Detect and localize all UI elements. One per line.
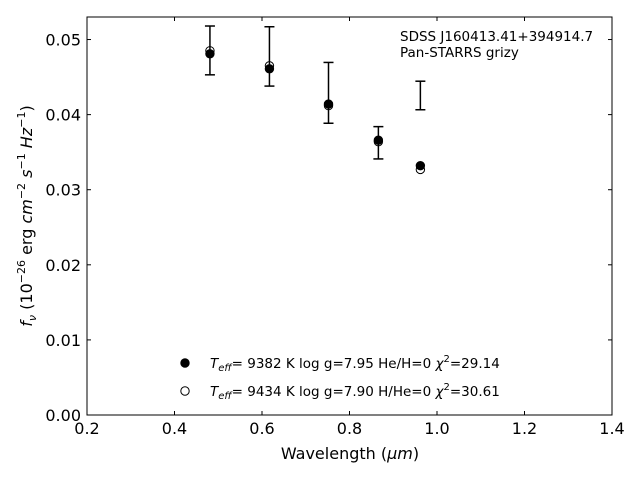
y-tick-label: 0.03 <box>45 181 81 200</box>
x-axis-label: Wavelength (μm) <box>281 444 419 463</box>
y-axis-label: fν (10−26 erg cm−2 s−1 Hz−1) <box>15 105 39 326</box>
x-tick-label: 0.4 <box>162 419 187 438</box>
x-tick-label: 1.4 <box>599 419 624 438</box>
x-axis-label-close: ) <box>413 444 419 463</box>
model-points <box>205 46 426 175</box>
x-tick-label: 0.2 <box>74 419 99 438</box>
observed-errorbars <box>204 25 426 160</box>
point-open <box>415 164 426 175</box>
y-tick-label: 0.02 <box>45 256 81 275</box>
x-axis-label-main: Wavelength ( <box>281 444 387 463</box>
point-filled <box>205 49 215 59</box>
legend-entry-open: Teff= 9434 K log g=7.90 H/He=0 χ2=30.61 <box>210 382 500 402</box>
y-axis: 0.00 0.01 0.02 0.03 0.04 0.05 <box>45 31 612 425</box>
x-axis: 0.2 0.4 0.6 0.8 1.0 1.2 1.4 <box>74 17 625 438</box>
point-open <box>373 136 384 147</box>
point-open <box>205 46 215 56</box>
x-tick-label: 0.6 <box>249 419 274 438</box>
y-tick-label: 0.01 <box>45 331 81 350</box>
point-open <box>323 100 334 111</box>
legend-entry-filled: Teff= 9382 K log g=7.95 He/H=0 χ2=29.14 <box>210 354 500 374</box>
legend-marker-open <box>180 386 190 396</box>
legend: Teff= 9382 K log g=7.95 He/H=0 χ2=29.14 … <box>180 354 500 402</box>
y-tick-label: 0.04 <box>45 106 81 125</box>
point-filled <box>264 64 275 74</box>
y-tick-label: 0.00 <box>45 406 81 425</box>
point-open <box>264 61 275 71</box>
y-tick-label: 0.05 <box>45 31 81 50</box>
annotation-survey-name: Pan-STARRS grizy <box>400 45 519 61</box>
x-axis-label-unit: μm <box>386 444 413 463</box>
x-tick-label: 1.2 <box>512 419 537 438</box>
annotation-object-name: SDSS J160413.41+394914.7 <box>400 29 593 45</box>
legend-marker-filled <box>180 358 190 368</box>
x-tick-label: 1.0 <box>424 419 449 438</box>
x-tick-label: 0.8 <box>337 419 362 438</box>
